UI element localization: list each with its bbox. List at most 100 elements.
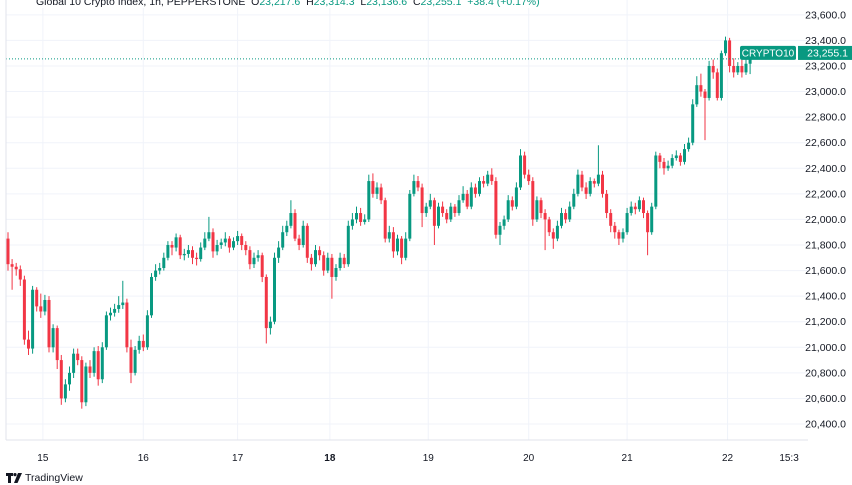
open-value: 23,217.6 — [259, 0, 301, 8]
candle-body — [268, 321, 272, 329]
candle-body — [31, 289, 35, 349]
candle-up — [207, 216, 211, 242]
candle-down — [318, 246, 322, 261]
candle-body — [80, 360, 84, 403]
candle-body — [707, 65, 711, 98]
candle-body — [145, 315, 149, 348]
candle-down — [432, 197, 436, 245]
candle-body — [359, 213, 363, 222]
candle-up — [457, 195, 461, 216]
candle-body — [637, 200, 641, 210]
candle-up — [424, 202, 428, 217]
candle-up — [109, 307, 112, 321]
candle-up — [519, 149, 522, 191]
candle-body — [531, 181, 535, 220]
candle-body — [605, 193, 609, 214]
time-axis-bg — [0, 440, 852, 470]
candle-body — [309, 257, 313, 265]
candle-body — [514, 187, 518, 207]
candle-down — [703, 88, 707, 141]
candle-up — [363, 214, 367, 225]
candle-down — [539, 197, 543, 219]
candle-body — [158, 268, 162, 271]
candle-up — [215, 239, 219, 256]
candle-up — [478, 177, 481, 197]
candle-up — [469, 182, 473, 210]
price-tick-label: 22,800.0 — [805, 112, 846, 124]
candle-up — [145, 310, 149, 350]
time-tick-label: 19 — [423, 453, 435, 464]
candle-body — [55, 328, 59, 361]
candle-down — [379, 183, 383, 205]
candle-body — [375, 187, 379, 194]
chart-legend-header: Global 10 Crypto Index, 1h, PEPPERSTONE … — [36, 0, 540, 8]
candle-body — [391, 232, 395, 252]
candle-body — [719, 53, 723, 98]
candle-down — [510, 196, 514, 211]
candle-up — [498, 221, 502, 245]
price-axis[interactable]: 20,400.0 20,600.0 20,800.0 21,000.0 21,200.0… — [805, 9, 846, 430]
price-tick-label: 22,600.0 — [805, 137, 846, 149]
candle-body — [732, 65, 736, 73]
tradingview-logo[interactable]: TradingView — [6, 472, 83, 484]
candle-body — [387, 232, 391, 239]
candle-up — [621, 228, 625, 243]
candle-body — [346, 225, 350, 265]
candle-body — [326, 257, 330, 271]
candle-down — [59, 354, 63, 405]
candle-down — [371, 173, 375, 198]
candle-up — [31, 285, 35, 354]
candle-down — [88, 360, 92, 378]
time-tick-label: 20 — [523, 453, 535, 464]
candle-up — [666, 160, 670, 171]
high-value: 23,314.3 — [313, 0, 355, 8]
candle-down — [293, 209, 297, 242]
candle-down — [27, 330, 30, 355]
candle-body — [273, 257, 276, 322]
close-label: C — [412, 0, 421, 8]
candle-body — [584, 187, 588, 194]
candle-body — [43, 299, 47, 312]
candle-down — [248, 246, 252, 270]
candle-body — [35, 289, 39, 307]
candle-body — [695, 85, 699, 105]
candle-body — [84, 366, 88, 403]
candle-body — [121, 302, 125, 306]
candle-body — [191, 250, 194, 258]
candle-body — [396, 238, 399, 252]
candlestick-chart[interactable]: 20,400.0 20,600.0 20,800.0 21,000.0 21,200.0… — [0, 0, 852, 470]
candle-up — [404, 232, 408, 261]
candle-body — [215, 244, 219, 252]
candle-down — [740, 59, 744, 78]
candle-down — [482, 175, 486, 188]
candle-down — [605, 190, 609, 219]
candle-down — [592, 178, 596, 188]
candle-down — [240, 233, 244, 251]
candle-down — [613, 221, 617, 239]
candle-up — [43, 294, 47, 316]
candle-body — [412, 181, 416, 194]
candle-body — [338, 257, 342, 269]
candle-up — [502, 215, 506, 230]
time-tick-label: 15:3 — [779, 453, 799, 464]
candle-down — [564, 209, 568, 224]
candle-body — [125, 302, 129, 348]
candle-up — [375, 182, 379, 199]
candle-down — [6, 232, 10, 271]
candle-body — [211, 232, 215, 252]
candle-body — [199, 247, 203, 260]
candle-down — [359, 207, 363, 226]
candle-body — [141, 340, 145, 348]
candle-down — [527, 169, 531, 185]
candle-down — [264, 274, 268, 344]
candle-body — [744, 63, 748, 73]
candle-down — [551, 228, 555, 249]
price-tick-label: 22,400.0 — [805, 163, 846, 175]
candle-up — [695, 76, 699, 107]
time-axis[interactable]: 15 16 17 18 19 20 21 22 15:3 — [37, 453, 799, 464]
time-tick-label: 21 — [622, 453, 634, 464]
candle-up — [174, 233, 178, 252]
candle-body — [674, 155, 678, 159]
candle-body — [601, 174, 604, 194]
candle-body — [441, 206, 445, 214]
